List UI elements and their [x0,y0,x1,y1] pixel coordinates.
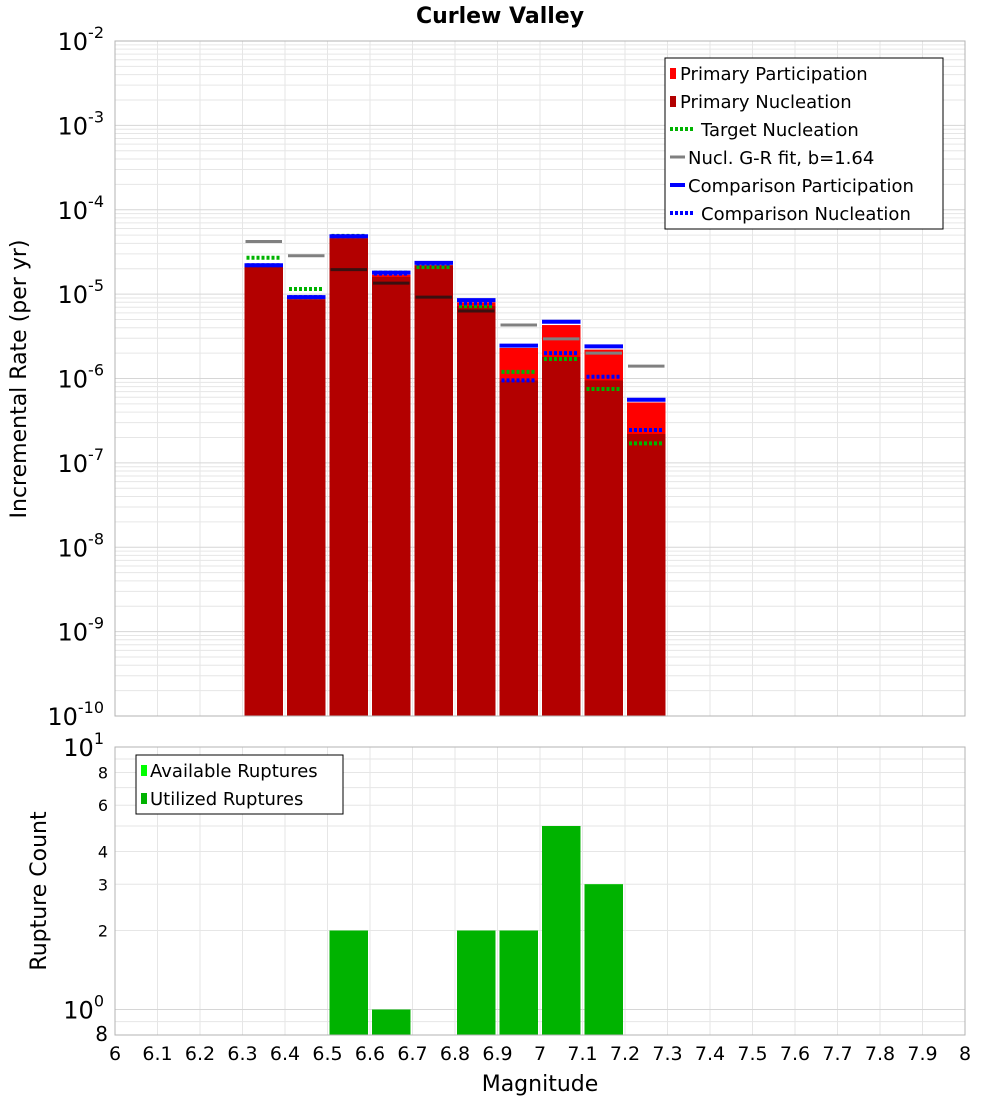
x-axis-label: Magnitude [482,1072,599,1097]
x-tick-label: 7.2 [610,1043,640,1065]
count-y-tick-label: 2 [98,922,108,941]
rate-legend-label: Nucl. G-R fit, b=1.64 [688,148,874,169]
primary-nucleation-bar [457,306,496,716]
x-tick-label: 7.8 [865,1043,895,1065]
primary-nucleation-bar [244,266,283,716]
rate-y-axis-label: Incremental Rate (per yr) [7,240,32,519]
utilized-ruptures-bar [372,1009,411,1035]
x-tick-label: 6.8 [440,1043,470,1065]
count-plot-frame [114,746,966,1036]
x-tick-label: 8 [959,1043,971,1065]
rate-legend-label: Primary Participation [680,64,868,85]
rate-legend-label: Primary Nucleation [680,92,852,113]
x-tick-label: 7.4 [695,1043,725,1065]
x-tick-label: 7 [534,1043,546,1065]
utilized-ruptures-bar [584,884,623,1035]
rate-y-tick-label: 10-8 [58,529,105,562]
primary-nucleation-bar [414,265,453,716]
count-y-tick-label: 8 [98,763,108,782]
count-y-axis-label: Rupture Count [27,811,52,971]
x-tick-label: 7.1 [567,1043,597,1065]
rate-legend-label: Target Nucleation [700,120,859,141]
rate-y-tick-label: 10-2 [58,23,105,56]
x-tick-label: 6.9 [482,1043,512,1065]
count-y-tick-label: 100 [63,992,104,1025]
primary-nucleation-bar [329,238,368,716]
rate-plot: 10-10 10-9 10-8 10-7 10-6 10-5 10-4 10-3 10-2 Pri… [47,23,966,731]
x-tick-label: 6.4 [270,1043,300,1065]
x-tick-label: 6 [109,1043,121,1065]
legend-swatch [670,96,676,107]
rate-y-tick-label: 10-7 [58,445,105,478]
legend-swatch [141,793,147,804]
rate-legend-box [664,57,944,230]
legend-swatch [141,765,147,776]
utilized-ruptures-bar [457,930,496,1035]
rate-y-tick-label: 10-5 [58,276,105,309]
count-y-tick-label: 8 [95,1022,108,1046]
rate-plot-frame [114,40,966,717]
x-tick-label: 7.9 [907,1043,937,1065]
count-y-tick-label: 6 [98,796,108,815]
count-legend-label: Utilized Ruptures [150,789,303,810]
x-tick-label: 6.7 [397,1043,427,1065]
count-y-tick-label: 101 [63,729,104,762]
x-tick-label: 7.3 [652,1043,682,1065]
x-tick-label: 6.3 [227,1043,257,1065]
x-tick-label: 7.5 [737,1043,767,1065]
x-tick-label: 6.6 [355,1043,385,1065]
count-legend-box [135,754,344,815]
x-tick-label: 7.7 [822,1043,852,1065]
primary-nucleation-bar [372,276,411,716]
count-y-tick-label: 4 [98,842,108,861]
x-tick-label: 7.6 [780,1043,810,1065]
rate-y-tick-label: 10-4 [58,192,105,225]
primary-nucleation-bar [287,299,326,716]
primary-nucleation-bar [627,433,666,716]
x-tick-label: 6.5 [312,1043,342,1065]
utilized-ruptures-bar [499,930,538,1035]
rate-y-tick-label: 10-3 [58,107,105,140]
rate-y-tick-label: 10-6 [58,361,105,394]
x-tick-label: 6.2 [185,1043,215,1065]
chart-title: Curlew Valley [416,4,584,29]
primary-nucleation-bar [584,380,623,716]
legend-swatch [670,68,676,79]
rate-y-tick-label: 10-10 [47,698,104,731]
rate-y-tick-label: 10-9 [58,614,105,647]
x-tick-label: 6.1 [142,1043,172,1065]
count-legend-label: Available Ruptures [150,761,318,782]
primary-nucleation-bar [499,380,538,716]
utilized-ruptures-bar [329,930,368,1035]
utilized-ruptures-bar [542,826,581,1035]
primary-nucleation-bar [542,356,581,716]
rate-legend-label: Comparison Nucleation [701,204,911,225]
count-y-tick-label: 3 [98,875,108,894]
rate-legend-label: Comparison Participation [688,176,914,197]
